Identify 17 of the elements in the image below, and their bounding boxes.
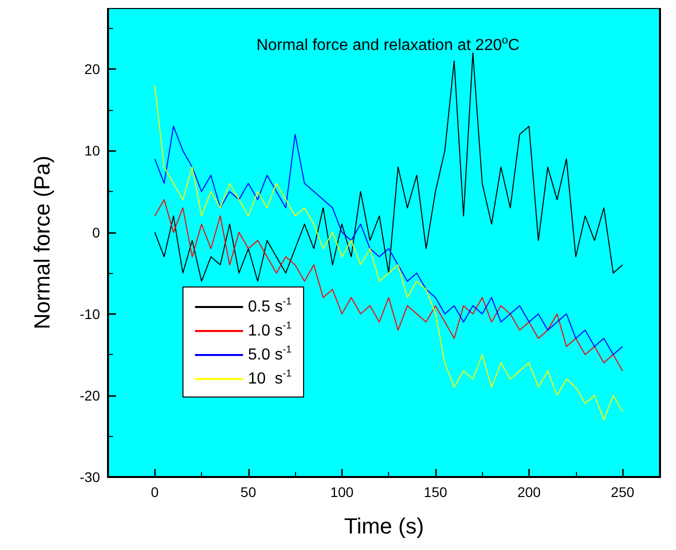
- y-tick-label: 20: [84, 61, 100, 78]
- line-series: [154, 52, 624, 282]
- line-series: [154, 199, 624, 372]
- y-axis-title: Normal force (Pa): [30, 156, 54, 330]
- y-tick-label: -10: [80, 306, 100, 322]
- x-axis-title: Time (s): [344, 514, 424, 538]
- x-tick-label: 200: [517, 484, 541, 500]
- y-tick-label: 10: [84, 142, 100, 159]
- x-tick-label: 100: [330, 484, 354, 500]
- line-series: [154, 84, 624, 420]
- y-tick-label: -30: [80, 469, 100, 485]
- y-tick-label: -20: [80, 387, 100, 404]
- x-tick-label: 150: [424, 484, 448, 500]
- x-tick-label: 250: [610, 484, 634, 500]
- x-tick-label: 0: [150, 484, 159, 500]
- y-tick-label: 0: [92, 224, 100, 240]
- x-tick-label: 50: [240, 484, 256, 500]
